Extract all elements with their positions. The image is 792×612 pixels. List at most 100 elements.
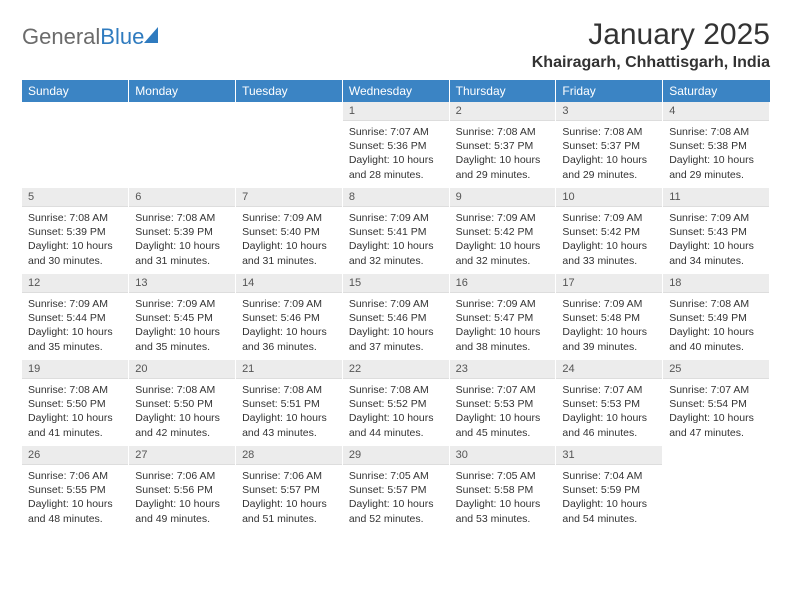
day-number: 19 [22, 360, 128, 379]
day-body: Sunrise: 7:08 AMSunset: 5:39 PMDaylight:… [129, 207, 235, 274]
weekday-header: Thursday [449, 80, 556, 102]
day-cell: 30Sunrise: 7:05 AMSunset: 5:58 PMDayligh… [449, 446, 556, 532]
daylight-line: Daylight: 10 hours and 30 minutes. [28, 239, 122, 267]
weekday-header: Monday [129, 80, 236, 102]
brand-part1: General [22, 24, 100, 49]
weekday-header: Tuesday [236, 80, 343, 102]
daylight-line: Daylight: 10 hours and 39 minutes. [562, 325, 656, 353]
daylight-line: Daylight: 10 hours and 44 minutes. [349, 411, 443, 439]
weekday-header-row: SundayMondayTuesdayWednesdayThursdayFrid… [22, 80, 770, 102]
sunset-line: Sunset: 5:42 PM [562, 225, 656, 239]
daylight-line: Daylight: 10 hours and 53 minutes. [456, 497, 550, 525]
day-cell [236, 102, 343, 188]
day-cell: 19Sunrise: 7:08 AMSunset: 5:50 PMDayligh… [22, 360, 129, 446]
sunset-line: Sunset: 5:45 PM [135, 311, 229, 325]
day-body: Sunrise: 7:09 AMSunset: 5:48 PMDaylight:… [556, 293, 662, 360]
weekday-header: Friday [556, 80, 663, 102]
daylight-line: Daylight: 10 hours and 42 minutes. [135, 411, 229, 439]
sunrise-line: Sunrise: 7:08 AM [669, 297, 763, 311]
sunrise-line: Sunrise: 7:06 AM [28, 469, 122, 483]
sunrise-line: Sunrise: 7:07 AM [562, 383, 656, 397]
day-body: Sunrise: 7:09 AMSunset: 5:42 PMDaylight:… [556, 207, 662, 274]
day-number: 4 [663, 102, 769, 121]
month-title: January 2025 [532, 18, 770, 52]
sunset-line: Sunset: 5:57 PM [242, 483, 336, 497]
day-cell: 8Sunrise: 7:09 AMSunset: 5:41 PMDaylight… [342, 188, 449, 274]
weekday-header: Saturday [663, 80, 770, 102]
daylight-line: Daylight: 10 hours and 32 minutes. [456, 239, 550, 267]
sunrise-line: Sunrise: 7:09 AM [242, 211, 336, 225]
sunset-line: Sunset: 5:46 PM [349, 311, 443, 325]
sunrise-line: Sunrise: 7:09 AM [456, 297, 550, 311]
day-number: 13 [129, 274, 235, 293]
day-number: 26 [22, 446, 128, 465]
day-cell [663, 446, 770, 532]
sunrise-line: Sunrise: 7:06 AM [242, 469, 336, 483]
daylight-line: Daylight: 10 hours and 34 minutes. [669, 239, 763, 267]
day-cell: 29Sunrise: 7:05 AMSunset: 5:57 PMDayligh… [342, 446, 449, 532]
daylight-line: Daylight: 10 hours and 37 minutes. [349, 325, 443, 353]
sunset-line: Sunset: 5:57 PM [349, 483, 443, 497]
daylight-line: Daylight: 10 hours and 29 minutes. [456, 153, 550, 181]
sunrise-line: Sunrise: 7:08 AM [669, 125, 763, 139]
week-row: 5Sunrise: 7:08 AMSunset: 5:39 PMDaylight… [22, 188, 770, 274]
sunrise-line: Sunrise: 7:09 AM [562, 297, 656, 311]
daylight-line: Daylight: 10 hours and 49 minutes. [135, 497, 229, 525]
day-cell: 9Sunrise: 7:09 AMSunset: 5:42 PMDaylight… [449, 188, 556, 274]
sunset-line: Sunset: 5:52 PM [349, 397, 443, 411]
day-body: Sunrise: 7:09 AMSunset: 5:46 PMDaylight:… [236, 293, 342, 360]
sunrise-line: Sunrise: 7:08 AM [135, 383, 229, 397]
week-row: 1Sunrise: 7:07 AMSunset: 5:36 PMDaylight… [22, 102, 770, 188]
day-cell: 27Sunrise: 7:06 AMSunset: 5:56 PMDayligh… [129, 446, 236, 532]
day-number: 2 [450, 102, 556, 121]
sunrise-line: Sunrise: 7:08 AM [28, 383, 122, 397]
location: Khairagarh, Chhattisgarh, India [532, 54, 770, 72]
daylight-line: Daylight: 10 hours and 35 minutes. [28, 325, 122, 353]
day-body: Sunrise: 7:08 AMSunset: 5:50 PMDaylight:… [129, 379, 235, 446]
sunrise-line: Sunrise: 7:04 AM [562, 469, 656, 483]
sunset-line: Sunset: 5:36 PM [349, 139, 443, 153]
sunset-line: Sunset: 5:37 PM [456, 139, 550, 153]
day-cell [22, 102, 129, 188]
sunrise-line: Sunrise: 7:05 AM [349, 469, 443, 483]
sunrise-line: Sunrise: 7:09 AM [456, 211, 550, 225]
day-cell: 16Sunrise: 7:09 AMSunset: 5:47 PMDayligh… [449, 274, 556, 360]
day-cell: 14Sunrise: 7:09 AMSunset: 5:46 PMDayligh… [236, 274, 343, 360]
sunrise-line: Sunrise: 7:09 AM [28, 297, 122, 311]
daylight-line: Daylight: 10 hours and 33 minutes. [562, 239, 656, 267]
day-body: Sunrise: 7:07 AMSunset: 5:53 PMDaylight:… [450, 379, 556, 446]
sunset-line: Sunset: 5:54 PM [669, 397, 763, 411]
sunset-line: Sunset: 5:50 PM [135, 397, 229, 411]
sunrise-line: Sunrise: 7:09 AM [135, 297, 229, 311]
daylight-line: Daylight: 10 hours and 35 minutes. [135, 325, 229, 353]
day-cell: 17Sunrise: 7:09 AMSunset: 5:48 PMDayligh… [556, 274, 663, 360]
day-number: 16 [450, 274, 556, 293]
day-cell: 25Sunrise: 7:07 AMSunset: 5:54 PMDayligh… [663, 360, 770, 446]
sunset-line: Sunset: 5:41 PM [349, 225, 443, 239]
day-number: 21 [236, 360, 342, 379]
sunrise-line: Sunrise: 7:09 AM [349, 211, 443, 225]
day-cell: 3Sunrise: 7:08 AMSunset: 5:37 PMDaylight… [556, 102, 663, 188]
day-number: 3 [556, 102, 662, 121]
day-cell: 31Sunrise: 7:04 AMSunset: 5:59 PMDayligh… [556, 446, 663, 532]
day-body: Sunrise: 7:08 AMSunset: 5:39 PMDaylight:… [22, 207, 128, 274]
day-cell [129, 102, 236, 188]
day-cell: 20Sunrise: 7:08 AMSunset: 5:50 PMDayligh… [129, 360, 236, 446]
day-cell: 6Sunrise: 7:08 AMSunset: 5:39 PMDaylight… [129, 188, 236, 274]
day-body: Sunrise: 7:07 AMSunset: 5:54 PMDaylight:… [663, 379, 769, 446]
sunset-line: Sunset: 5:43 PM [669, 225, 763, 239]
day-number: 18 [663, 274, 769, 293]
sunset-line: Sunset: 5:50 PM [28, 397, 122, 411]
day-body: Sunrise: 7:09 AMSunset: 5:47 PMDaylight:… [450, 293, 556, 360]
day-number: 25 [663, 360, 769, 379]
day-body: Sunrise: 7:06 AMSunset: 5:57 PMDaylight:… [236, 465, 342, 532]
day-body: Sunrise: 7:06 AMSunset: 5:55 PMDaylight:… [22, 465, 128, 532]
sunrise-line: Sunrise: 7:07 AM [669, 383, 763, 397]
day-number: 24 [556, 360, 662, 379]
day-body: Sunrise: 7:09 AMSunset: 5:40 PMDaylight:… [236, 207, 342, 274]
sunrise-line: Sunrise: 7:08 AM [242, 383, 336, 397]
sunset-line: Sunset: 5:59 PM [562, 483, 656, 497]
day-cell: 23Sunrise: 7:07 AMSunset: 5:53 PMDayligh… [449, 360, 556, 446]
day-cell: 10Sunrise: 7:09 AMSunset: 5:42 PMDayligh… [556, 188, 663, 274]
sunrise-line: Sunrise: 7:05 AM [456, 469, 550, 483]
